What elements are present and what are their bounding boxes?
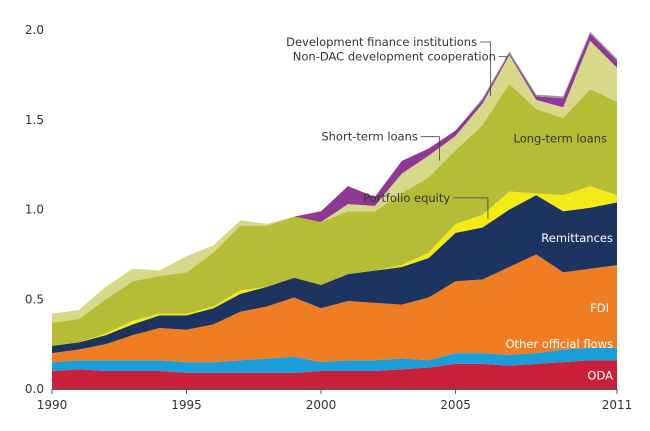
label-leader-line xyxy=(420,136,440,161)
series-label-remittances: Remittances xyxy=(541,231,613,245)
y-tick-label: 0.5 xyxy=(25,292,44,306)
label-leader-line xyxy=(479,41,491,96)
area-fdi xyxy=(52,254,617,363)
x-tick-label: 2011 xyxy=(602,398,633,412)
area-other-official-flows xyxy=(52,347,617,373)
series-label-development-finance-institutions: Development finance institutions xyxy=(286,35,477,49)
y-tick-label: 1.5 xyxy=(25,113,44,127)
y-tick-label: 1.0 xyxy=(25,203,44,217)
area-oda xyxy=(52,360,617,389)
area-short-term-loans xyxy=(52,40,617,323)
label-leader-line xyxy=(498,56,508,60)
area-series-group xyxy=(52,31,617,389)
x-tick-label: 1990 xyxy=(37,398,68,412)
y-axis-ticks: 0.0 0.5 1.0 1.5 2.0 xyxy=(25,23,44,396)
area-long-term-loans xyxy=(52,83,617,346)
y-tick-label: 0.0 xyxy=(25,382,44,396)
x-tick-label: 2000 xyxy=(306,398,337,412)
area-remittances xyxy=(52,195,617,354)
series-label-non-dac-development-cooperation: Non-DAC development cooperation xyxy=(293,50,496,64)
series-label-portfolio-equity: Portfolio equity xyxy=(363,191,450,205)
x-tick-label: 1995 xyxy=(171,398,202,412)
series-labels: ODA Other official flows FDI Remittances Lon… xyxy=(286,35,613,383)
x-axis-ticks: 1990 1995 2000 2005 2011 xyxy=(37,389,633,412)
area-portfolio-equity xyxy=(52,186,617,346)
label-leader-line xyxy=(452,197,489,219)
series-label-oda: ODA xyxy=(587,369,613,383)
series-label-short-term-loans: Short-term loans xyxy=(321,130,418,144)
series-label-long-term-loans: Long-term loans xyxy=(513,132,607,146)
y-tick-label: 2.0 xyxy=(25,23,44,37)
x-tick-label: 2005 xyxy=(440,398,471,412)
series-label-fdi: FDI xyxy=(590,301,609,315)
series-label-other-official-flows: Other official flows xyxy=(505,337,613,351)
